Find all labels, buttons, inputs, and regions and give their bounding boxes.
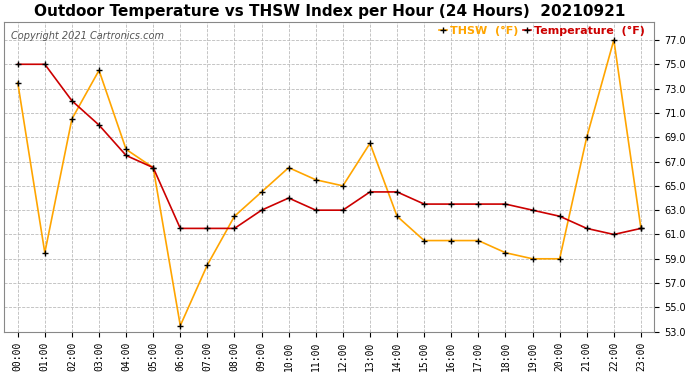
Temperature  (°F) [502, 202, 510, 206]
Temperature  (°F) [610, 232, 618, 237]
THSW  (°F) [366, 141, 374, 146]
Temperature  (°F) [366, 190, 374, 194]
THSW  (°F) [14, 80, 22, 85]
Text: Copyright 2021 Cartronics.com: Copyright 2021 Cartronics.com [10, 31, 164, 41]
Temperature  (°F) [41, 62, 49, 66]
Line: Temperature  (°F): Temperature (°F) [14, 61, 644, 238]
THSW  (°F) [447, 238, 455, 243]
THSW  (°F) [312, 177, 320, 182]
THSW  (°F) [610, 38, 618, 42]
THSW  (°F) [284, 165, 293, 170]
THSW  (°F) [95, 68, 103, 73]
Temperature  (°F) [312, 208, 320, 212]
Temperature  (°F) [176, 226, 184, 231]
Line: THSW  (°F): THSW (°F) [14, 36, 644, 329]
Temperature  (°F) [339, 208, 347, 212]
Temperature  (°F) [393, 190, 401, 194]
THSW  (°F) [582, 135, 591, 140]
Temperature  (°F) [68, 99, 76, 103]
Temperature  (°F) [149, 165, 157, 170]
Temperature  (°F) [204, 226, 212, 231]
Temperature  (°F) [284, 196, 293, 200]
THSW  (°F) [176, 323, 184, 328]
Temperature  (°F) [447, 202, 455, 206]
THSW  (°F) [555, 256, 564, 261]
Temperature  (°F) [555, 214, 564, 219]
Temperature  (°F) [474, 202, 482, 206]
THSW  (°F) [149, 165, 157, 170]
THSW  (°F) [637, 226, 645, 231]
Temperature  (°F) [95, 123, 103, 127]
Temperature  (°F) [257, 208, 266, 212]
Temperature  (°F) [582, 226, 591, 231]
THSW  (°F) [230, 214, 239, 219]
Temperature  (°F) [122, 153, 130, 158]
THSW  (°F) [204, 262, 212, 267]
THSW  (°F) [529, 256, 537, 261]
THSW  (°F) [474, 238, 482, 243]
THSW  (°F) [257, 190, 266, 194]
Legend: THSW  (°F), Temperature  (°F): THSW (°F), Temperature (°F) [434, 21, 649, 40]
Title: Outdoor Temperature vs THSW Index per Hour (24 Hours)  20210921: Outdoor Temperature vs THSW Index per Ho… [34, 4, 625, 19]
Temperature  (°F) [420, 202, 428, 206]
Temperature  (°F) [529, 208, 537, 212]
THSW  (°F) [502, 251, 510, 255]
Temperature  (°F) [14, 62, 22, 66]
THSW  (°F) [393, 214, 401, 219]
Temperature  (°F) [637, 226, 645, 231]
THSW  (°F) [41, 251, 49, 255]
Temperature  (°F) [230, 226, 239, 231]
THSW  (°F) [420, 238, 428, 243]
THSW  (°F) [68, 117, 76, 121]
THSW  (°F) [122, 147, 130, 152]
THSW  (°F) [339, 184, 347, 188]
